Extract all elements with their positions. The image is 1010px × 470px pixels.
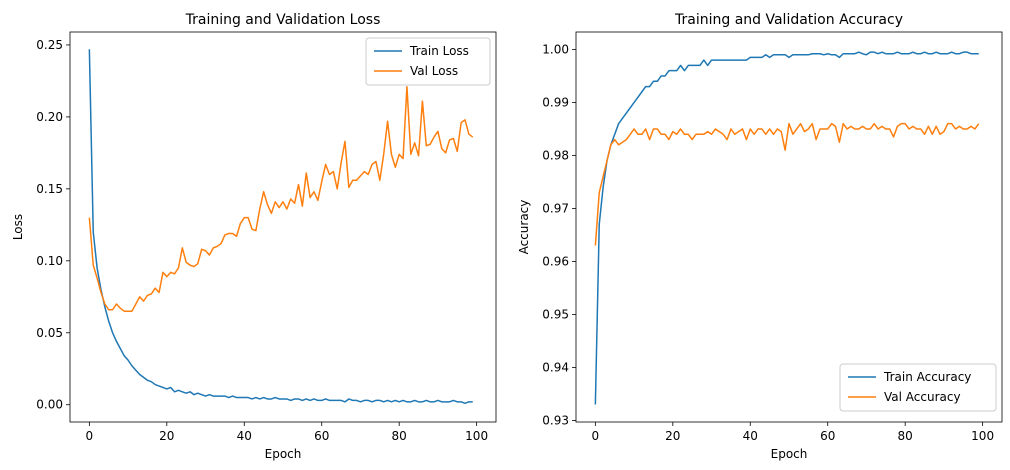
accuracy-y-tick-label: 0.96 bbox=[542, 254, 569, 268]
accuracy-x-tick-label: 40 bbox=[743, 429, 758, 443]
loss-legend: Train Loss Val Loss bbox=[365, 37, 491, 86]
loss-x-tick-label: 60 bbox=[314, 429, 329, 443]
loss-y-tick-label: 0.00 bbox=[36, 398, 63, 412]
loss-plot-frame bbox=[69, 31, 497, 423]
accuracy-x-tick-label: 80 bbox=[898, 429, 913, 443]
accuracy-x-tick-label: 20 bbox=[665, 429, 680, 443]
accuracy-y-axis-label: Accuracy bbox=[517, 200, 531, 255]
accuracy-x-axis-label: Epoch bbox=[771, 447, 808, 461]
accuracy-legend: Train Accuracy Val Accuracy bbox=[839, 363, 997, 412]
accuracy-y-tick-label: 0.94 bbox=[542, 360, 569, 374]
accuracy-x-tick-label: 60 bbox=[820, 429, 835, 443]
loss-x-tick-label: 100 bbox=[465, 429, 488, 443]
loss-chart-title: Training and Validation Loss bbox=[185, 12, 381, 28]
loss-series-val-line bbox=[88, 85, 474, 312]
loss-y-tick-label: 0.25 bbox=[36, 38, 63, 52]
loss-chart: Training and Validation Loss 0 20 40 60 80 100… bbox=[11, 12, 497, 461]
accuracy-legend-label-train: Train Accuracy bbox=[883, 370, 971, 384]
accuracy-legend-label-val: Val Accuracy bbox=[884, 390, 961, 404]
loss-series-train-line bbox=[88, 49, 473, 405]
accuracy-chart: Training and Validation Accuracy 0 20 40 60 8… bbox=[517, 12, 1003, 461]
loss-y-tick-label: 0.05 bbox=[36, 326, 63, 340]
loss-y-tick-label: 0.15 bbox=[36, 182, 63, 196]
accuracy-y-tick-label: 0.97 bbox=[542, 201, 569, 215]
accuracy-legend-frame bbox=[839, 363, 997, 412]
loss-y-tick-label: 0.10 bbox=[36, 254, 63, 268]
loss-y-axis-label: Loss bbox=[11, 214, 25, 240]
accuracy-chart-title: Training and Validation Accuracy bbox=[674, 12, 903, 28]
loss-x-tick-label: 40 bbox=[237, 429, 252, 443]
loss-y-tick-label: 0.20 bbox=[36, 110, 63, 124]
loss-x-tick-label: 20 bbox=[159, 429, 174, 443]
loss-legend-label-train: Train Loss bbox=[409, 44, 469, 58]
accuracy-y-tick-label: 0.95 bbox=[542, 307, 569, 321]
accuracy-series-val-line bbox=[594, 122, 980, 246]
loss-legend-label-val: Val Loss bbox=[410, 64, 458, 78]
accuracy-y-tick-label: 0.93 bbox=[542, 413, 569, 427]
loss-legend-frame bbox=[365, 37, 491, 86]
accuracy-x-tick-label: 100 bbox=[971, 429, 994, 443]
loss-x-tick-label: 0 bbox=[86, 429, 94, 443]
accuracy-series-train-line bbox=[594, 51, 979, 405]
accuracy-y-tick-label: 0.98 bbox=[542, 148, 569, 162]
accuracy-x-tick-label: 0 bbox=[592, 429, 600, 443]
loss-x-axis-label: Epoch bbox=[265, 447, 302, 461]
accuracy-y-tick-label: 0.99 bbox=[542, 95, 569, 109]
accuracy-y-tick-label: 1.00 bbox=[542, 42, 569, 56]
loss-x-tick-label: 80 bbox=[392, 429, 407, 443]
accuracy-plot-frame bbox=[575, 31, 1003, 423]
